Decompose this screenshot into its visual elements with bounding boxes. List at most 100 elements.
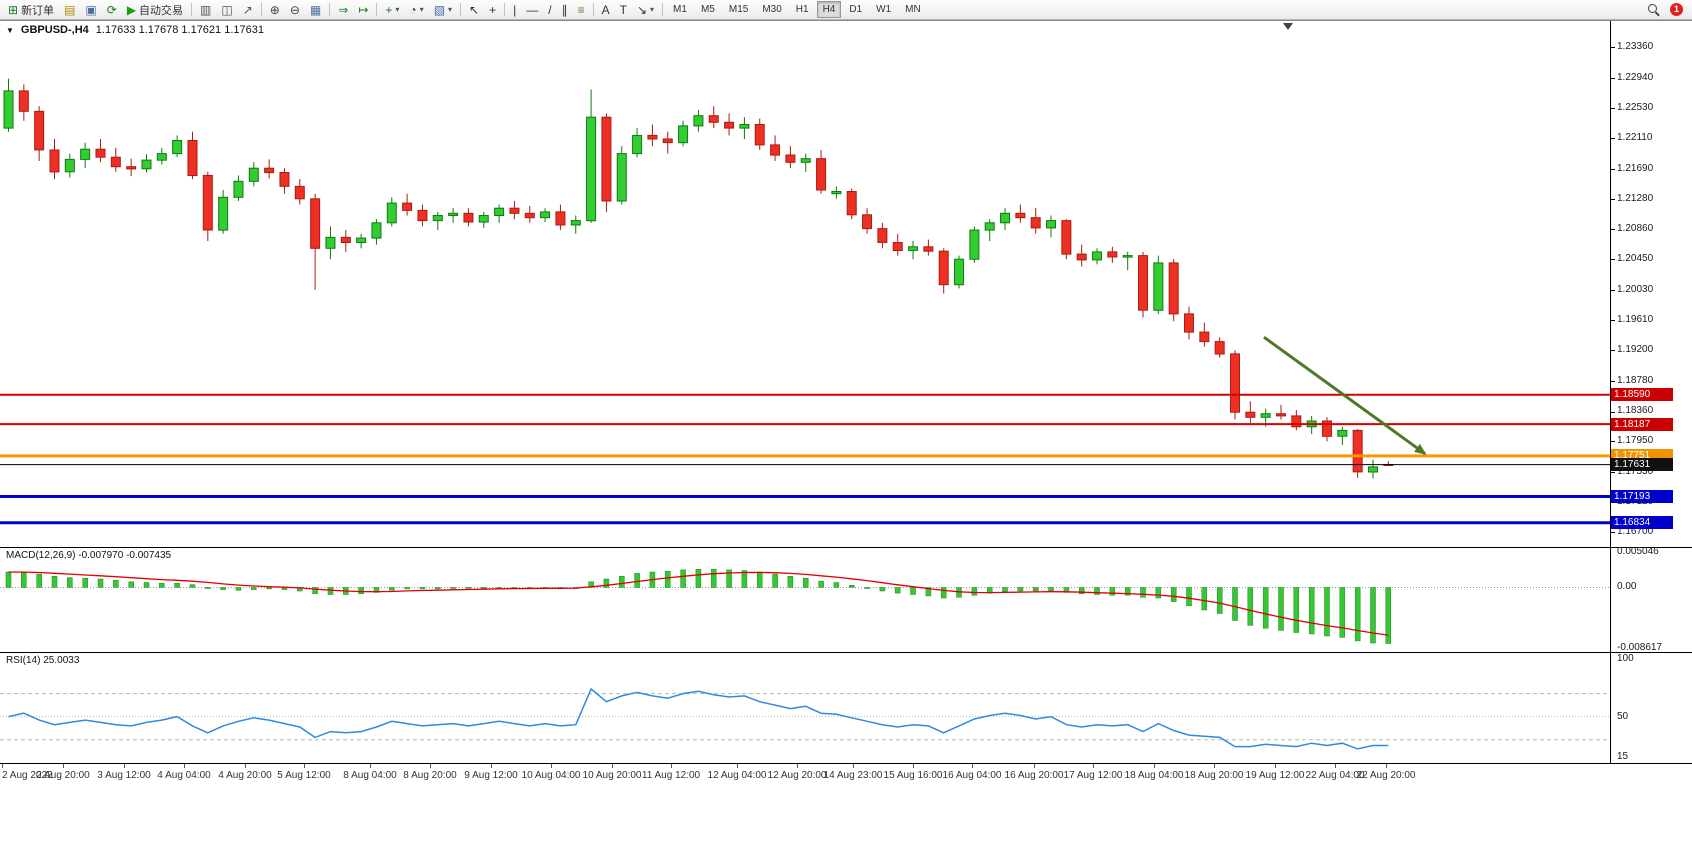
auto-scroll-button[interactable]: ⇒ <box>333 0 353 19</box>
text-label-button[interactable]: T <box>615 0 632 19</box>
print-button[interactable]: ▣ <box>80 0 101 19</box>
equidistant-channel-button[interactable]: ∥ <box>557 0 573 19</box>
chart-shift-marker[interactable] <box>1283 23 1293 30</box>
candle-body <box>800 158 811 163</box>
timeframe-mn[interactable]: MN <box>905 4 921 15</box>
tile-windows-button[interactable]: ▦ <box>305 0 326 19</box>
horizontal-line-button[interactable]: — <box>521 0 543 19</box>
line-chart-button[interactable]: ↗ <box>238 0 258 19</box>
rsi-chart-area[interactable] <box>0 653 1610 763</box>
trendline-button[interactable]: / <box>543 0 556 19</box>
market-depth-button[interactable]: ▤ <box>59 0 80 19</box>
new-order-button[interactable]: ⊞ 新订单 <box>3 0 59 19</box>
macd-histogram-bar <box>603 578 610 588</box>
toolbar-right: 1 <box>1648 3 1689 16</box>
candle-body <box>1107 251 1118 258</box>
timeframe-w1[interactable]: W1 <box>876 4 892 15</box>
refresh-button[interactable]: ⟳ <box>102 0 122 19</box>
toolbar-separator <box>376 3 378 16</box>
trend-arrow[interactable] <box>1263 335 1427 455</box>
bar-chart-icon: ▥ <box>200 2 212 17</box>
periods-button[interactable]: ◔ ▾ <box>404 0 428 19</box>
candle-body <box>156 153 167 161</box>
main-chart-panel[interactable]: ▼ GBPUSD-,H4 1.17633 1.17678 1.17621 1.1… <box>0 21 1692 548</box>
line-chart-icon: ↗ <box>242 2 253 17</box>
rsi-panel[interactable]: RSI(14) 25.0033 <box>0 653 1692 764</box>
macd-histogram-bar <box>1124 587 1131 596</box>
macd-histogram-bar <box>1216 587 1223 614</box>
price-badge-1.17193: 1.17193 <box>1611 490 1673 503</box>
timeframe-h1[interactable]: H1 <box>795 4 809 15</box>
macd-histogram-bar <box>21 572 27 588</box>
price-scale[interactable]: 1.23360 1.22940 1.22530 1.22110 1.21690 1.212… <box>1610 21 1692 764</box>
rsi-scale-label: 15 <box>1617 751 1629 762</box>
text-button[interactable]: A <box>597 0 615 19</box>
candle-body <box>110 156 121 168</box>
price-scale-tick <box>1611 289 1615 291</box>
macd-histogram-bar <box>1232 587 1238 621</box>
fibonacci-button[interactable]: ≡ <box>573 0 590 19</box>
macd-chart-area[interactable] <box>0 548 1610 652</box>
candlestick-chart-area[interactable] <box>0 21 1610 547</box>
timeframe-m15[interactable]: M15 <box>728 4 749 15</box>
price-scale-label: 1.22940 <box>1617 71 1654 83</box>
macd-histogram-bar <box>419 587 426 590</box>
macd-histogram-bar <box>159 582 165 588</box>
time-axis-label: 16 Aug 20:00 <box>1004 770 1064 781</box>
candle-body <box>601 116 612 202</box>
cursor-button[interactable]: ↖ <box>464 0 484 19</box>
refresh-icon: ⟳ <box>106 2 117 17</box>
macd-histogram-bar <box>894 587 901 594</box>
time-axis-tick <box>551 764 552 768</box>
time-axis-label: 18 Aug 20:00 <box>1184 770 1244 781</box>
price-scale-label: 1.20860 <box>1617 223 1654 235</box>
candle-body <box>1214 341 1225 355</box>
candle-body <box>1260 413 1271 418</box>
macd-histogram-bar <box>113 580 119 588</box>
timeframe-m5[interactable]: M5 <box>700 4 715 15</box>
candle-body <box>172 140 183 155</box>
timeframe-m1[interactable]: M1 <box>673 4 687 15</box>
vertical-line-button[interactable]: | <box>508 0 521 19</box>
candle-body <box>279 172 290 187</box>
timeframe-m30[interactable]: M30 <box>762 4 782 15</box>
chart-shift-icon: ↦ <box>358 2 369 17</box>
candle-body <box>524 212 535 219</box>
time-axis-label: 22 Aug 20:00 <box>1356 770 1416 781</box>
time-axis-tick <box>304 764 305 768</box>
zoom-out-button[interactable]: ⊖ <box>285 0 305 19</box>
notification-badge[interactable]: 1 <box>1670 3 1683 16</box>
algo-trading-icon: ▶ <box>126 2 137 17</box>
macd-histogram-bar <box>1140 587 1146 598</box>
price-badge-1.16834: 1.16834 <box>1611 516 1673 530</box>
chart-shift-button[interactable]: ↦ <box>353 0 373 19</box>
macd-signal-line <box>8 571 1389 636</box>
time-axis-label: 17 Aug 12:00 <box>1063 770 1123 781</box>
indicators-button[interactable]: + ▾ <box>380 0 404 19</box>
price-scale-tick <box>1611 472 1615 473</box>
templates-caret-icon: ▾ <box>448 5 453 14</box>
timeframe-d1[interactable]: D1 <box>849 4 863 15</box>
macd-histogram-bar <box>1354 587 1361 642</box>
candle-body <box>923 246 934 252</box>
algo-trading-button[interactable]: ▶ 自动交易 <box>122 0 188 19</box>
macd-scale-label: 0.005046 <box>1617 546 1659 557</box>
time-axis-tick <box>737 764 738 768</box>
shapes-button[interactable]: ↘ ▾ <box>632 0 659 19</box>
crosshair-button[interactable]: + <box>484 0 501 19</box>
time-axis-tick <box>1275 764 1276 768</box>
bar-chart-button[interactable]: ▥ <box>195 0 216 19</box>
candle-body <box>417 209 428 222</box>
macd-panel[interactable]: MACD(12,26,9) -0.007970 -0.007435 <box>0 548 1692 653</box>
templates-button[interactable]: ▧ ▾ <box>429 0 457 19</box>
candle-body <box>478 215 489 223</box>
candle-body <box>1000 212 1011 224</box>
search-icon[interactable] <box>1648 3 1660 16</box>
candle-body <box>785 154 796 163</box>
zoom-in-button[interactable]: ⊕ <box>265 0 285 19</box>
candle-body <box>1046 220 1057 229</box>
macd-histogram-bar <box>82 578 88 588</box>
time-axis[interactable]: 2 Aug 2022 2 Aug 20:00 3 Aug 12:00 4 Aug 04… <box>0 764 1692 786</box>
candlestick-chart-button[interactable]: ◫ <box>216 0 237 19</box>
timeframe-h4[interactable]: H4 <box>816 1 842 18</box>
